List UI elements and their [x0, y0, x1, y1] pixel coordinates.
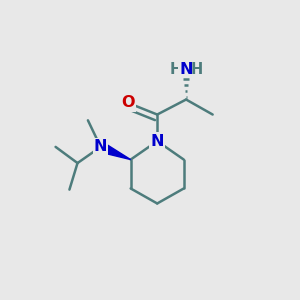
- Text: H: H: [169, 62, 182, 77]
- Text: O: O: [122, 95, 135, 110]
- Text: N: N: [94, 140, 107, 154]
- Text: N: N: [179, 62, 193, 77]
- Text: H: H: [190, 62, 202, 77]
- Text: N: N: [151, 134, 164, 148]
- Polygon shape: [98, 142, 131, 160]
